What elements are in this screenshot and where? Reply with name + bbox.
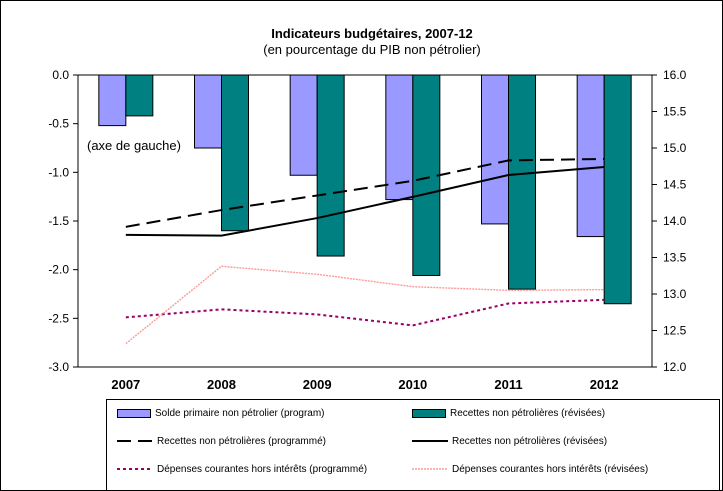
x-tick-label: 2008: [207, 377, 236, 392]
bar: [316, 74, 345, 257]
legend-swatch: [412, 468, 448, 470]
y-left-tick-label: -1.0: [48, 165, 69, 179]
series-line: [125, 165, 605, 237]
y-right-tick-label: 13.5: [663, 251, 687, 265]
legend-item: Recettes non pétrolières (révisées): [412, 404, 605, 422]
chart-title: Indicateurs budgétaires, 2007-12: [271, 26, 473, 41]
legend-item: Recettes non pétrolières (programmé): [117, 432, 326, 450]
y-left-tick-label: -1.5: [48, 214, 69, 228]
legend-label: Recettes non pétrolières (révisées): [450, 407, 606, 419]
y-left-tick-label: 0.0: [52, 68, 69, 82]
bar: [221, 74, 249, 232]
bar: [194, 74, 222, 149]
series-line: [125, 265, 605, 345]
chart-subtitle: (en pourcentage du PIB non pétrolier): [263, 42, 481, 57]
y-right-tick-label: 13.0: [663, 287, 687, 301]
x-tick-label: 2012: [590, 377, 619, 392]
y-right-tick-label: 15.5: [663, 105, 687, 119]
legend-item: Recettes non pétrolières (révisées): [412, 432, 607, 450]
y-right-tick-label: 14.0: [663, 214, 687, 228]
y-right-tick-label: 14.5: [663, 178, 687, 192]
legend-swatch: [412, 408, 446, 418]
bar: [412, 74, 441, 277]
plot-area: 0.0 -0.5 -1.0 -1.5 -2.0 -2.5 -3.0 16.0 15.5 15.0 1…: [48, 68, 686, 392]
y-right-tick-label: 12.0: [663, 360, 687, 374]
y-right-tick-label: 16.0: [663, 68, 687, 82]
bar: [576, 74, 605, 238]
legend-label: Recettes non pétrolières (révisées): [452, 435, 608, 447]
plot-border: [77, 74, 653, 368]
bar: [603, 74, 632, 305]
legend: Solde primaire non pétrolier (program) Re…: [106, 399, 720, 491]
bar: [508, 74, 536, 290]
legend-label: Solde primaire non pétrolier (program): [155, 407, 325, 419]
bar: [125, 74, 154, 117]
bar: [481, 74, 509, 225]
series-line: [125, 298, 605, 327]
legend-swatch: [412, 440, 448, 442]
axis-annotation: (axe de gauche): [87, 138, 181, 153]
legend-label: Dépenses courantes hors intérêts (progra…: [157, 463, 368, 475]
bar: [98, 74, 127, 127]
legend-item: Dépenses courantes hors intérêts (révisé…: [412, 460, 648, 478]
x-tick-label: 2010: [398, 377, 427, 392]
x-tick-label: 2011: [494, 377, 522, 392]
legend-item: Dépenses courantes hors intérêts (progra…: [117, 460, 367, 478]
x-tick-label: 2009: [303, 377, 332, 392]
legend-swatch: [117, 408, 151, 418]
chart-svg: Indicateurs budgétaires, 2007-12 (en pou…: [48, 26, 686, 392]
y-left-tick-label: -0.5: [48, 117, 69, 131]
x-tick-label: 2007: [111, 377, 140, 392]
y-left-tick-label: -2.5: [48, 311, 69, 325]
y-right-tick-label: 12.5: [663, 324, 687, 338]
series-line: [125, 157, 605, 228]
bar: [289, 74, 318, 176]
legend-item: Solde primaire non pétrolier (program): [117, 404, 325, 422]
y-right-tick-label: 15.0: [663, 141, 687, 155]
legend-swatch: [117, 468, 153, 470]
legend-label: Recettes non pétrolières (programmé): [157, 435, 326, 447]
legend-label: Dépenses courantes hors intérêts (révisé…: [452, 463, 649, 475]
y-left-tick-label: -3.0: [48, 360, 69, 374]
y-left-tick-label: -2.0: [48, 263, 69, 277]
legend-swatch: [117, 440, 153, 442]
